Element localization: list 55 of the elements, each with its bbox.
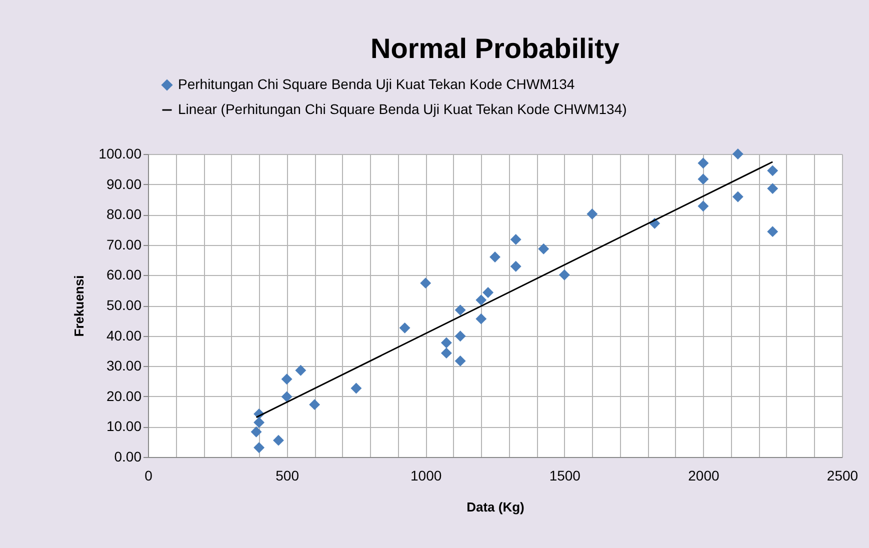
chart-title: Normal Probability <box>370 33 620 64</box>
point <box>295 364 306 376</box>
point <box>281 391 292 402</box>
point <box>558 269 570 280</box>
x-tick-label: 500 <box>276 468 300 484</box>
y-axis-title: Frekuensi <box>72 275 87 337</box>
point <box>698 174 709 185</box>
y-tick-label: 10.00 <box>106 418 142 434</box>
point <box>476 294 487 306</box>
point <box>440 337 452 348</box>
y-tick-label: 20.00 <box>106 388 142 404</box>
point <box>350 382 362 394</box>
point <box>510 260 522 272</box>
y-tick-label: 100.00 <box>98 146 142 162</box>
y-tick-label: 40.00 <box>106 327 142 344</box>
point <box>732 191 744 202</box>
point <box>420 278 432 289</box>
x-tick-label: 1000 <box>410 468 442 484</box>
point <box>254 416 265 428</box>
point <box>510 234 522 245</box>
point <box>281 374 292 385</box>
point <box>586 208 598 220</box>
point <box>767 183 778 194</box>
y-tick-label: 90.00 <box>106 176 142 192</box>
legend-label: Perhitungan Chi Square Benda Uji Kuat Tekan Kode CHWM134 <box>178 76 575 92</box>
point <box>538 243 550 254</box>
point <box>767 165 778 176</box>
point <box>698 200 709 212</box>
x-tick-label: 1500 <box>549 468 581 484</box>
point <box>482 286 494 298</box>
x-tick-label: 0 <box>144 468 153 484</box>
x-tick-label: 2000 <box>688 468 720 484</box>
point <box>309 399 320 410</box>
point <box>254 442 265 454</box>
point <box>399 322 410 334</box>
point <box>440 348 452 359</box>
point <box>454 330 466 342</box>
y-tick-label: 30.00 <box>106 358 142 374</box>
point <box>698 158 709 169</box>
legend-label: Linear (Perhitungan Chi Square Benda Uji Kuat Tekan Kode CHWM134) <box>178 101 627 117</box>
y-tick-label: 0.00 <box>114 448 142 464</box>
point <box>454 355 466 366</box>
x-tick-label: 2500 <box>826 468 858 484</box>
y-tick-label: 50.00 <box>106 297 142 313</box>
point <box>250 426 262 438</box>
point <box>732 148 744 160</box>
point <box>454 304 466 316</box>
point <box>272 434 284 446</box>
y-tick-label: 80.00 <box>106 206 142 222</box>
point <box>476 313 487 324</box>
point <box>767 226 778 238</box>
y-tick-label: 70.00 <box>106 236 142 252</box>
x-axis-title: Data (Kg) <box>466 500 524 514</box>
y-tick-label: 60.00 <box>106 266 142 283</box>
point <box>490 252 500 262</box>
